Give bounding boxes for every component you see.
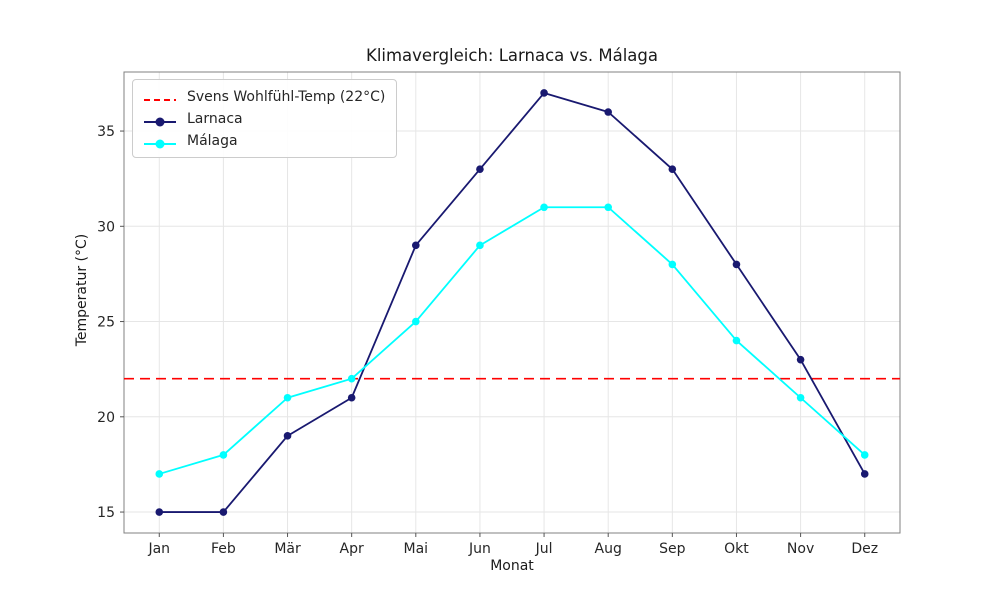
data-point-malaga-7 <box>604 203 612 212</box>
data-point-larnaca-11 <box>860 470 869 478</box>
data-point-larnaca-6 <box>540 89 548 97</box>
legend-label-malaga: Málaga <box>187 132 238 149</box>
data-point-malaga-9 <box>732 336 741 345</box>
data-point-larnaca-10 <box>796 355 805 364</box>
data-point-malaga-4 <box>412 317 420 326</box>
plot-border <box>123 71 901 534</box>
data-point-malaga-1 <box>219 451 228 459</box>
x-tick-label: Jun <box>468 541 491 557</box>
x-tick-label: Mär <box>274 541 301 557</box>
legend-label-reference: Svens Wohlfühl-Temp (22°C) <box>187 88 386 105</box>
x-axis-label: Monat <box>490 558 534 574</box>
data-point-larnaca-9 <box>732 260 741 269</box>
legend-item-malaga: Málaga <box>143 131 385 150</box>
data-point-malaga-5 <box>476 241 484 250</box>
y-axis-label: Temperatur (°C) <box>74 233 90 347</box>
legend: Svens Wohlfühl-Temp (22°C) Larnaca Málag… <box>132 79 398 158</box>
line-marker-swatch-icon <box>143 113 177 126</box>
line-marker-swatch-icon <box>143 135 177 148</box>
x-tick-label: Nov <box>787 541 814 557</box>
x-tick-label: Aug <box>595 541 622 557</box>
y-tick-label: 15 <box>97 505 115 521</box>
x-tick-label: Sep <box>659 541 686 557</box>
data-point-malaga-0 <box>155 470 164 478</box>
chart-title: Klimavergleich: Larnaca vs. Málaga <box>366 46 658 65</box>
data-point-malaga-10 <box>796 393 805 402</box>
data-point-larnaca-7 <box>604 108 612 116</box>
data-point-larnaca-4 <box>412 241 420 250</box>
dashed-line-swatch-icon <box>143 91 177 103</box>
data-point-larnaca-2 <box>283 432 292 440</box>
data-point-malaga-3 <box>347 374 356 383</box>
data-point-malaga-8 <box>668 260 677 269</box>
series-line-larnaca <box>159 92 866 513</box>
x-tick-label: Jul <box>535 541 553 557</box>
data-point-larnaca-1 <box>219 508 228 516</box>
x-tick-label: Okt <box>724 541 749 557</box>
x-tick-label: Apr <box>340 541 364 557</box>
x-tick-label: Feb <box>211 541 236 557</box>
legend-item-reference: Svens Wohlfühl-Temp (22°C) <box>143 87 385 106</box>
y-tick-label: 20 <box>97 410 115 426</box>
data-point-larnaca-5 <box>476 165 484 173</box>
legend-label-larnaca: Larnaca <box>187 110 243 127</box>
y-tick-label: 30 <box>97 219 115 235</box>
x-tick-label: Jan <box>147 541 170 557</box>
data-point-larnaca-3 <box>347 393 356 402</box>
x-tick-label: Dez <box>851 541 878 557</box>
y-tick-label: 35 <box>97 124 115 140</box>
y-tick-label: 25 <box>97 315 115 331</box>
legend-item-larnaca: Larnaca <box>143 109 385 128</box>
data-point-larnaca-8 <box>668 165 677 173</box>
data-point-malaga-11 <box>860 451 869 459</box>
data-point-larnaca-0 <box>155 508 164 516</box>
data-point-malaga-2 <box>283 393 292 402</box>
series-line-malaga <box>159 206 866 475</box>
data-point-malaga-6 <box>540 203 548 212</box>
x-tick-label: Mai <box>404 541 429 557</box>
